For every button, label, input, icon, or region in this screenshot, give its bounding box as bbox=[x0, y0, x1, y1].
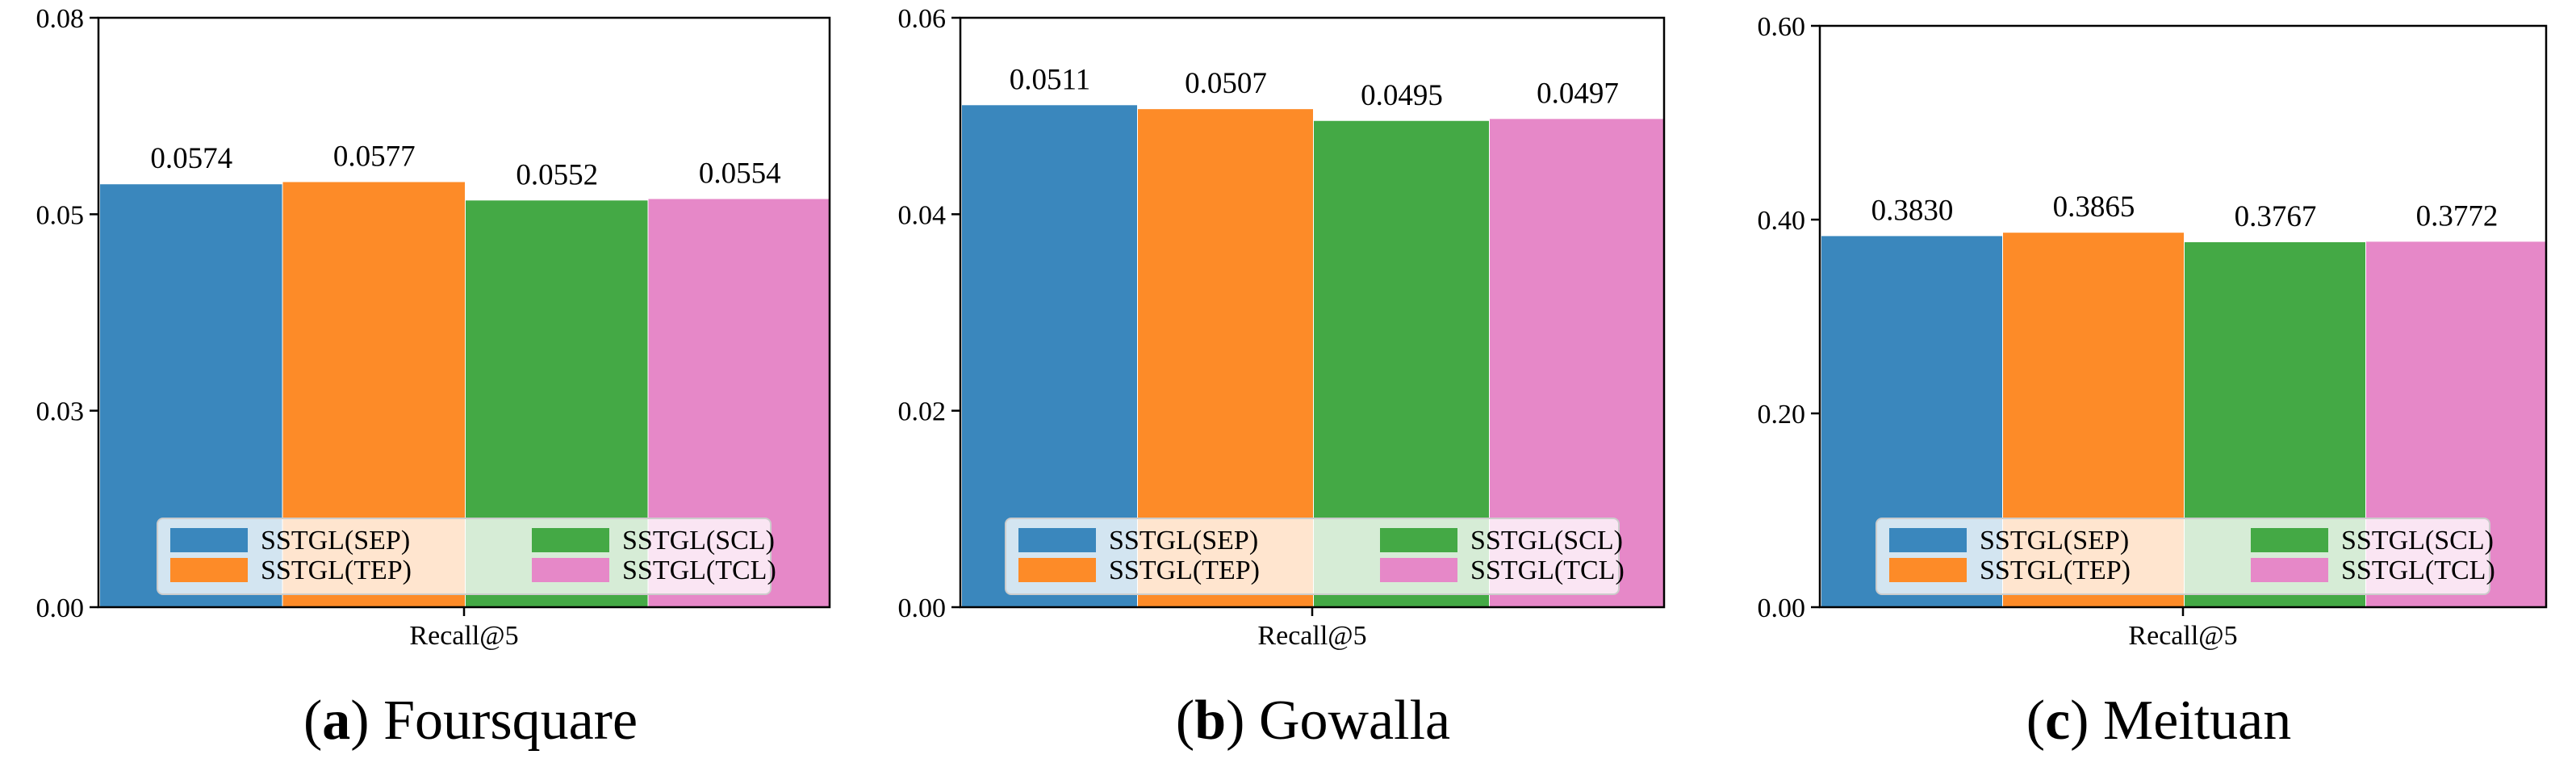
legend-swatch bbox=[170, 528, 248, 552]
x-tick-label: Recall@5 bbox=[1257, 621, 1366, 651]
y-tick-label: 0.40 bbox=[1758, 206, 1806, 236]
panel-caption: (a) Foursquare bbox=[303, 690, 638, 752]
legend-label: SSTGL(TCL) bbox=[1470, 556, 1625, 585]
caption-paren-close: ) bbox=[350, 690, 383, 752]
legend-swatch bbox=[1889, 558, 1967, 582]
chart-panel-c: 0.3830 0.3865 0.3767 0.3772 0.00 0.20 0.40 0.60… bbox=[1758, 12, 2548, 651]
chart-panel-a: 0.0574 0.0577 0.0552 0.0554 0.00 0.03 0.05 0.08… bbox=[36, 4, 831, 651]
y-tick-label: 0.04 bbox=[898, 200, 947, 230]
legend-swatch bbox=[2251, 558, 2328, 582]
legend-label: SSTGL(SEP) bbox=[1980, 526, 2129, 556]
caption-name: Meituan bbox=[2103, 690, 2291, 752]
data-label: 0.0497 bbox=[1537, 77, 1619, 110]
y-tick-label: 0.06 bbox=[898, 4, 947, 34]
caption-letter: b bbox=[1194, 690, 1226, 752]
legend-box bbox=[157, 518, 772, 595]
legend-swatch bbox=[2251, 528, 2328, 552]
legend-swatch bbox=[532, 558, 609, 582]
data-label: 0.0495 bbox=[1361, 79, 1443, 112]
data-label: 0.0577 bbox=[333, 140, 416, 173]
chart-panel-b: 0.0511 0.0507 0.0495 0.0497 0.00 0.02 0.04 0.06… bbox=[898, 4, 1666, 651]
y-tick-label: 0.60 bbox=[1758, 12, 1806, 42]
legend-label: SSTGL(SCL) bbox=[2341, 526, 2494, 556]
legend-swatch bbox=[1380, 558, 1457, 582]
legend-swatch bbox=[1889, 528, 1967, 552]
legend-label: SSTGL(SEP) bbox=[261, 526, 410, 556]
legend-box bbox=[1876, 518, 2490, 595]
caption-letter: c bbox=[2045, 690, 2070, 752]
y-tick-label: 0.08 bbox=[36, 4, 85, 34]
legend-label: SSTGL(TEP) bbox=[1980, 556, 2131, 585]
data-label: 0.0554 bbox=[699, 157, 781, 190]
y-tick-label: 0.02 bbox=[898, 397, 947, 427]
legend-swatch bbox=[1018, 528, 1096, 552]
legend-swatch bbox=[1018, 558, 1096, 582]
data-label: 0.0507 bbox=[1185, 67, 1267, 100]
y-tick-label: 0.20 bbox=[1758, 400, 1806, 430]
legend-label: SSTGL(TCL) bbox=[622, 556, 776, 585]
legend-label: SSTGL(SCL) bbox=[622, 526, 775, 556]
y-tick-label: 0.00 bbox=[1758, 593, 1806, 623]
x-tick-label: Recall@5 bbox=[409, 621, 518, 651]
caption-name: Foursquare bbox=[383, 690, 638, 752]
caption-paren-close: ) bbox=[1226, 690, 1259, 752]
caption-paren-open: ( bbox=[1176, 690, 1194, 752]
caption-name: Gowalla bbox=[1259, 690, 1450, 752]
data-label: 0.0511 bbox=[1010, 63, 1090, 96]
legend-box bbox=[1005, 518, 1620, 595]
legend-label: SSTGL(TEP) bbox=[261, 556, 412, 585]
legend: SSTGL(SEP)SSTGL(TEP) SSTGL(SCL)SSTGL(TCL) bbox=[1876, 518, 2495, 595]
data-label: 0.0574 bbox=[150, 142, 232, 175]
legend-label: SSTGL(TCL) bbox=[2341, 556, 2495, 585]
y-tick-label: 0.00 bbox=[36, 593, 85, 623]
data-label: 0.3772 bbox=[2416, 199, 2499, 233]
data-label: 0.0552 bbox=[516, 158, 598, 191]
legend-label: SSTGL(SEP) bbox=[1109, 526, 1258, 556]
legend-swatch bbox=[1380, 528, 1457, 552]
panel-caption: (b) Gowalla bbox=[1176, 690, 1450, 752]
legend-label: SSTGL(TEP) bbox=[1109, 556, 1260, 585]
y-tick-label: 0.05 bbox=[36, 200, 85, 230]
data-label: 0.3830 bbox=[1871, 194, 1954, 227]
legend-swatch bbox=[532, 528, 609, 552]
data-label: 0.3865 bbox=[2053, 191, 2135, 224]
data-label: 0.3767 bbox=[2235, 200, 2317, 233]
caption-paren-close: ) bbox=[2070, 690, 2103, 752]
y-tick-label: 0.00 bbox=[898, 593, 947, 623]
caption-paren-open: ( bbox=[303, 690, 322, 752]
caption-letter: a bbox=[322, 690, 350, 752]
x-tick-label: Recall@5 bbox=[2128, 621, 2237, 651]
legend: SSTGL(SEP)SSTGL(TEP) SSTGL(SCL)SSTGL(TCL) bbox=[1005, 518, 1625, 595]
y-tick-label: 0.03 bbox=[36, 397, 85, 427]
legend-swatch bbox=[170, 558, 248, 582]
legend: SSTGL(SEP)SSTGL(TEP) SSTGL(SCL)SSTGL(TCL) bbox=[157, 518, 776, 595]
panel-caption: (c) Meituan bbox=[2026, 690, 2291, 752]
caption-paren-open: ( bbox=[2026, 690, 2045, 752]
legend-label: SSTGL(SCL) bbox=[1470, 526, 1623, 556]
